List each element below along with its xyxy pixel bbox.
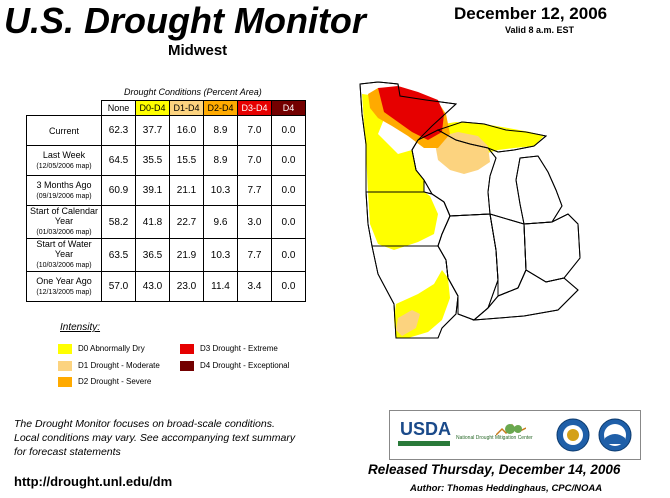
table-cell: 8.9 (203, 115, 238, 146)
valid-time: Valid 8 a.m. EST (505, 25, 575, 35)
legend-swatch (58, 377, 72, 387)
table-cell: 7.0 (237, 115, 272, 146)
noaa-logo-icon (598, 418, 632, 452)
legend-swatch (180, 344, 194, 354)
ndmc-tree-icon (496, 423, 526, 436)
table-caption: Drought Conditions (Percent Area) (124, 87, 262, 97)
table-row: Start of Water Year (10/03/2006 map) 63.5 3… (26, 238, 306, 272)
legend-item-d2: D2 Drought - Severe (58, 377, 151, 387)
table-row: Current 62.3 37.7 16.0 8.9 7.0 0.0 (26, 115, 306, 146)
table-cell: 7.7 (237, 175, 272, 206)
author: Author: Thomas Heddinghaus, CPC/NOAA (410, 483, 603, 494)
table-cell: 21.9 (169, 238, 204, 272)
column-header: None (101, 100, 136, 116)
page-title: U.S. Drought Monitor (4, 0, 366, 41)
table-cell: 8.9 (203, 145, 238, 176)
drought-stats-table: None D0-D4 D1-D4 D2-D4 D3-D4 D4 Current 6… (26, 100, 306, 302)
row-label: Current (26, 115, 102, 146)
table-cell: 3.0 (237, 205, 272, 239)
table-cell: 7.7 (237, 238, 272, 272)
table-cell: 0.0 (271, 238, 306, 272)
logo-panel: USDA National Drought Mitigation Center (389, 410, 641, 460)
legend-swatch (180, 361, 194, 371)
table-row: One Year Ago (12/13/2005 map) 57.0 43.0 23.0… (26, 271, 306, 302)
table-cell: 41.8 (135, 205, 170, 239)
table-cell: 0.0 (271, 115, 306, 146)
footnote: The Drought Monitor focuses on broad-sca… (14, 418, 296, 458)
table-cell: 15.5 (169, 145, 204, 176)
table-cell: 63.5 (101, 238, 136, 272)
table-cell: 9.6 (203, 205, 238, 239)
legend-swatch (58, 361, 72, 371)
usda-logo: USDA (400, 419, 452, 439)
table-row: 3 Months Ago (09/19/2006 map) 60.9 39.1 21.1… (26, 175, 306, 206)
row-label: 3 Months Ago (09/19/2006 map) (26, 175, 102, 206)
table-cell: 21.1 (169, 175, 204, 206)
table-cell: 11.4 (203, 271, 238, 302)
table-cell: 36.5 (135, 238, 170, 272)
table-cell: 35.5 (135, 145, 170, 176)
table-cell: 3.4 (237, 271, 272, 302)
legend-swatch (58, 344, 72, 354)
table-cell: 39.1 (135, 175, 170, 206)
table-cell: 0.0 (271, 205, 306, 239)
column-header: D3-D4 (237, 100, 272, 116)
row-label: Start of Calendar Year (01/03/2006 map) (26, 205, 102, 239)
column-header: D2-D4 (203, 100, 238, 116)
ndmc-logo: National Drought Mitigation Center (456, 435, 533, 441)
table-cell: 10.3 (203, 175, 238, 206)
d1-area-south (396, 310, 420, 336)
table-cell: 0.0 (271, 271, 306, 302)
table-cell: 10.3 (203, 238, 238, 272)
legend-item-d1: D1 Drought - Moderate (58, 361, 160, 371)
table-row: Start of Calendar Year (01/03/2006 map) 58… (26, 205, 306, 239)
state-michigan-lower (515, 155, 563, 225)
table-cell: 62.3 (101, 115, 136, 146)
table-cell: 22.7 (169, 205, 204, 239)
region-title: Midwest (168, 42, 228, 59)
table-cell: 64.5 (101, 145, 136, 176)
table-cell: 23.0 (169, 271, 204, 302)
map-date: December 12, 2006 (454, 4, 608, 23)
legend-item-d4: D4 Drought - Exceptional (180, 361, 289, 371)
usda-logo-bar (398, 441, 450, 446)
row-label: One Year Ago (12/13/2005 map) (26, 271, 102, 302)
column-header: D4 (271, 100, 306, 116)
table-header-row: None D0-D4 D1-D4 D2-D4 D3-D4 D4 (27, 100, 306, 116)
d1-area-north (434, 132, 490, 174)
table-cell: 0.0 (271, 175, 306, 206)
table-cell: 0.0 (271, 145, 306, 176)
table-cell: 37.7 (135, 115, 170, 146)
column-header: D1-D4 (169, 100, 204, 116)
table-cell: 57.0 (101, 271, 136, 302)
table-cell: 7.0 (237, 145, 272, 176)
row-label: Start of Water Year (10/03/2006 map) (26, 238, 102, 272)
state-ohio (523, 213, 581, 283)
table-cell: 16.0 (169, 115, 204, 146)
drought-map (338, 74, 638, 379)
website-link[interactable]: http://drought.unl.edu/dm (14, 474, 173, 489)
table-row: Last Week (12/05/2006 map) 64.5 35.5 15.5 8.9… (26, 145, 306, 176)
release-date: Released Thursday, December 14, 2006 (368, 462, 621, 477)
legend-item-d3: D3 Drought - Extreme (180, 344, 278, 354)
d0-area-west (362, 94, 438, 250)
legend-title: Intensity: (60, 322, 101, 333)
commerce-seal-icon (556, 418, 590, 452)
table-cell: 58.2 (101, 205, 136, 239)
table-cell: 60.9 (101, 175, 136, 206)
row-label: Last Week (12/05/2006 map) (26, 145, 102, 176)
table-cell: 43.0 (135, 271, 170, 302)
d3-area-north (378, 86, 444, 140)
legend-item-d0: D0 Abnormally Dry (58, 344, 145, 354)
column-header: D0-D4 (135, 100, 170, 116)
